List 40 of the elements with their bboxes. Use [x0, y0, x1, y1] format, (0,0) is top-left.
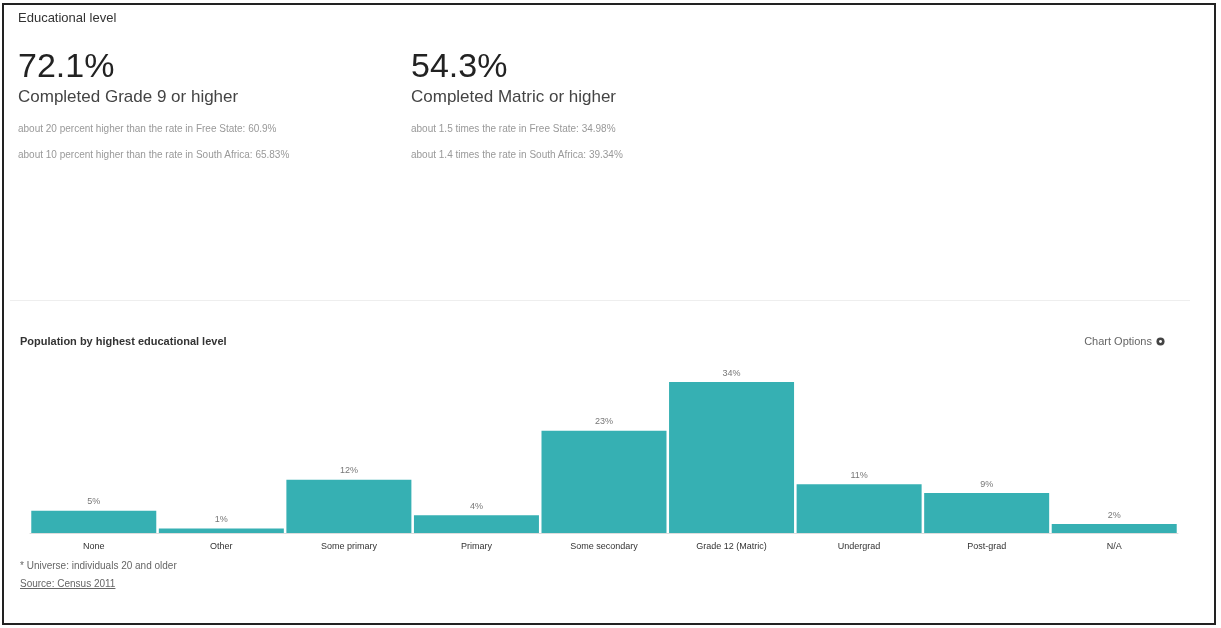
text: Completed Matric or higher	[411, 87, 618, 107]
text: 72.1%	[18, 46, 116, 85]
x-tick-label: Primary	[460, 540, 493, 551]
data-label: 2%	[1107, 509, 1121, 520]
text: Completed Grade 9 or higher	[18, 87, 240, 107]
x-tick-label: Grade 12 (Matric)	[696, 540, 767, 551]
text: Educational level	[18, 10, 118, 25]
data-label: 1%	[214, 514, 228, 525]
text: 54.3%	[411, 46, 509, 85]
x-tick-label: Some primary	[320, 540, 378, 551]
text: about 1.5 times the rate in Free State: 34.98%	[411, 122, 617, 136]
data-label: 11%	[850, 469, 868, 480]
bar	[924, 493, 1050, 533]
text: about 20 percent higher than the rate in Free State: 60.9%	[18, 122, 278, 136]
source-note: Source: Census 2011	[20, 577, 117, 591]
data-label: 12%	[339, 465, 358, 476]
bar	[541, 430, 667, 533]
data-label: 34%	[722, 367, 741, 378]
data-label: 5%	[87, 496, 101, 507]
data-label: 23%	[594, 416, 614, 427]
data-label: 4%	[469, 500, 483, 511]
bar	[669, 382, 795, 533]
text: about 10 percent higher than the rate in South Africa: 65.83%	[18, 148, 291, 162]
bar	[413, 515, 539, 533]
x-tick-label: Undergrad	[837, 540, 881, 551]
x-tick-label: Some secondary	[570, 540, 639, 551]
text: Chart Options	[1084, 335, 1152, 347]
chart-title: Population by highest educational level	[20, 335, 227, 347]
data-label: 9%	[980, 478, 994, 489]
x-tick-label: Other	[210, 540, 233, 551]
bar	[31, 510, 157, 533]
text: about 1.4 times the rate in South Africa: 39.34%	[411, 148, 624, 162]
bar	[1051, 524, 1177, 533]
text: * Universe: individuals 20 and older	[20, 559, 177, 573]
bar	[158, 528, 284, 533]
x-tick-label: N/A	[1106, 540, 1122, 551]
x-tick-label: None	[83, 540, 105, 551]
bar	[286, 479, 412, 533]
x-tick-label: Post-grad	[967, 540, 1007, 551]
bar	[796, 484, 922, 533]
